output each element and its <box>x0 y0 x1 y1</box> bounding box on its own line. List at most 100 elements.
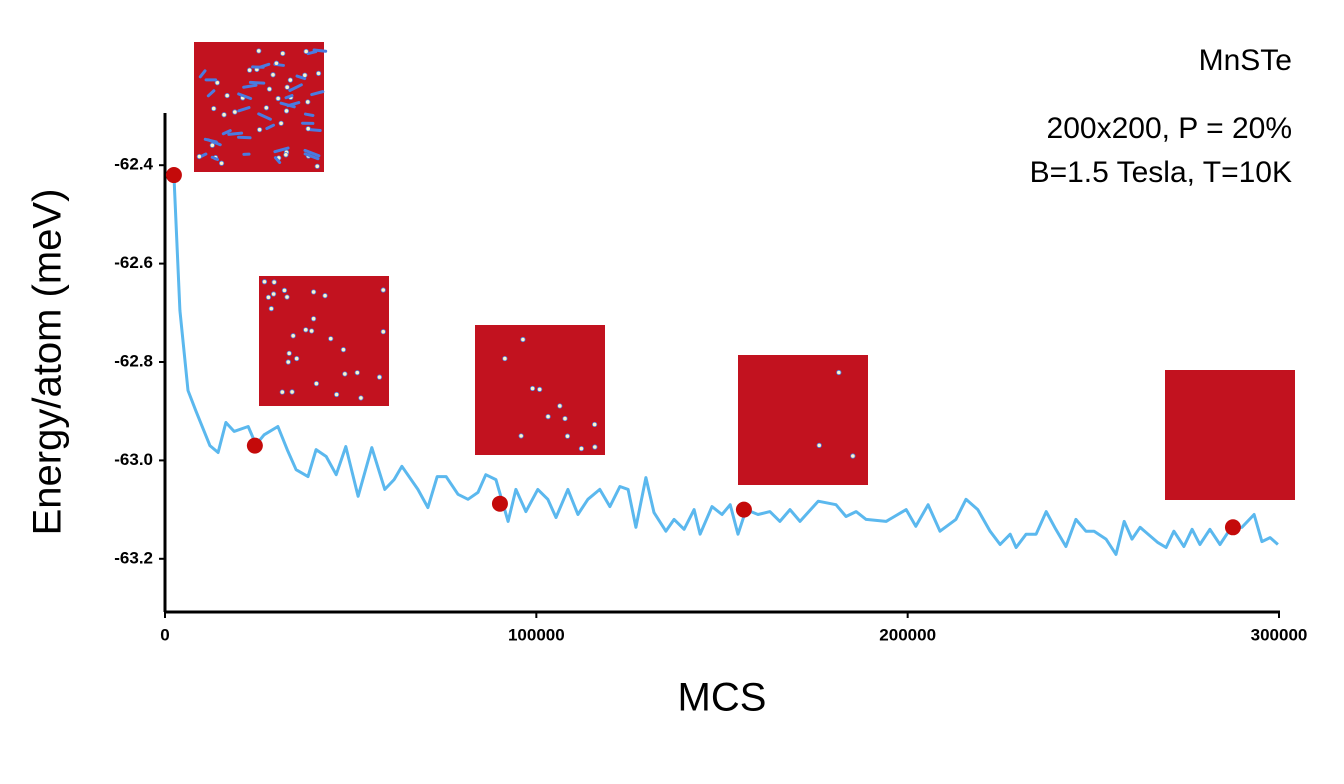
snapshot-skyrmion <box>537 386 543 392</box>
snapshot-skyrmion <box>305 99 311 105</box>
snapshot-skyrmion <box>256 48 262 54</box>
snapshot-skyrmion <box>270 72 276 78</box>
snapshot-skyrmion <box>342 371 348 377</box>
snapshot <box>738 355 868 485</box>
snapshot-skyrmion <box>221 112 227 118</box>
snapshot-skyrmion <box>305 126 311 132</box>
snapshot-skyrmion <box>265 294 272 300</box>
snapshot-skyrmion <box>340 347 347 353</box>
snapshot-domain <box>237 92 253 101</box>
snapshot-skyrmion <box>278 120 284 126</box>
snapshot-skyrmion <box>196 153 202 160</box>
snapshot-domain <box>273 146 290 154</box>
snapshot-skyrmion <box>214 80 220 86</box>
x-axis-title: MCS <box>678 676 767 720</box>
snapshot-domain <box>257 112 272 121</box>
y-tick-label: -62.8 <box>114 351 153 370</box>
snapshot-skyrmion <box>263 105 269 111</box>
snapshot-skyrmion <box>322 293 328 299</box>
snapshot-point <box>491 495 508 512</box>
snapshot-skyrmion <box>275 95 281 102</box>
snapshot-skyrmion <box>816 442 822 448</box>
y-axis-title: Energy/atom (meV) <box>26 189 70 536</box>
snapshot-point <box>735 501 752 518</box>
snapshot-skyrmion <box>279 389 285 395</box>
snapshot-skyrmion <box>850 453 856 459</box>
snapshot-skyrmion <box>303 327 309 333</box>
x-tick-label: 0 <box>160 625 169 644</box>
snapshot-domain <box>310 90 325 97</box>
snapshot-domain <box>295 74 307 81</box>
snapshot-skyrmion <box>290 333 296 339</box>
snapshot-domain <box>206 89 216 98</box>
x-tick-label: 200000 <box>879 625 936 644</box>
y-tick-label: -62.4 <box>114 155 153 174</box>
snapshot-skyrmion <box>218 160 225 166</box>
snapshot-skyrmion <box>358 395 364 401</box>
snapshot-skyrmion <box>286 350 292 356</box>
energy-line <box>172 174 1279 556</box>
snapshot-skyrmion <box>520 336 526 343</box>
snapshot-skyrmion <box>529 385 536 392</box>
snapshot <box>1165 370 1295 500</box>
annotation: 200x200, P = 20% <box>1047 112 1292 145</box>
snapshot-skyrmion <box>294 355 300 362</box>
y-tick-label: -62.6 <box>114 253 153 272</box>
snapshot-domain <box>237 135 252 140</box>
snapshot-skyrmion <box>281 287 288 293</box>
snapshot-domain <box>237 106 251 113</box>
snapshot-skyrmion <box>284 294 290 300</box>
snapshot-skyrmion <box>314 163 320 169</box>
snapshot-domain <box>210 155 220 162</box>
snapshot-skyrmion <box>246 67 253 73</box>
snapshot-skyrmion <box>271 291 277 297</box>
snapshot-domain <box>227 131 244 136</box>
snapshot-skyrmion <box>311 316 317 322</box>
snapshot-skyrmion <box>354 370 360 376</box>
snapshot-skyrmion <box>271 279 277 285</box>
snapshot-skyrmion <box>315 70 322 77</box>
snapshot-domain <box>242 83 258 89</box>
snapshot-domain <box>198 69 207 79</box>
snapshot-skyrmion <box>313 380 320 387</box>
snapshot-skyrmion <box>266 86 273 92</box>
snapshot-skyrmion <box>562 415 568 422</box>
snapshot-skyrmion <box>232 109 238 115</box>
snapshot-skyrmion <box>836 369 842 376</box>
snapshot-domain <box>273 156 282 164</box>
snapshot-domain <box>286 101 301 108</box>
snapshot-skyrmion <box>224 92 230 99</box>
snapshot-domain <box>288 83 303 92</box>
snapshot-domain <box>303 152 320 161</box>
snapshot-skyrmion <box>268 306 274 312</box>
snapshot-skyrmion <box>289 389 295 395</box>
snapshot-skyrmion <box>592 444 598 450</box>
snapshot-domain <box>306 50 318 56</box>
snapshot-skyrmion <box>376 374 383 380</box>
y-tick-label: -63.2 <box>114 548 153 567</box>
snapshot-skyrmion <box>380 329 386 335</box>
snapshot-skyrmion <box>311 289 317 295</box>
snapshot-skyrmion <box>211 105 217 112</box>
snapshot-domain <box>248 80 266 85</box>
snapshot-point <box>165 167 182 184</box>
snapshot-skyrmion <box>334 391 340 398</box>
snapshot-domain <box>206 138 222 147</box>
snapshot-domain <box>303 148 321 158</box>
y-tick-label: -63.0 <box>114 450 153 469</box>
snapshot-domain <box>308 128 322 133</box>
snapshot-skyrmion <box>256 127 263 133</box>
snapshot-skyrmion <box>302 72 308 78</box>
snapshot-skyrmion <box>283 108 290 114</box>
snapshot-skyrmion <box>209 142 215 148</box>
snapshot-domain <box>303 112 315 118</box>
snapshot-skyrmion <box>518 433 524 439</box>
annotation: MnSTe <box>1199 44 1292 77</box>
snapshot-skyrmion <box>328 336 334 342</box>
snapshot-skyrmion <box>303 48 309 55</box>
snapshot-skyrmion <box>273 60 280 66</box>
snapshot-domain <box>265 123 275 131</box>
snapshot-skyrmion <box>564 433 571 439</box>
snapshot-skyrmion <box>309 328 315 334</box>
